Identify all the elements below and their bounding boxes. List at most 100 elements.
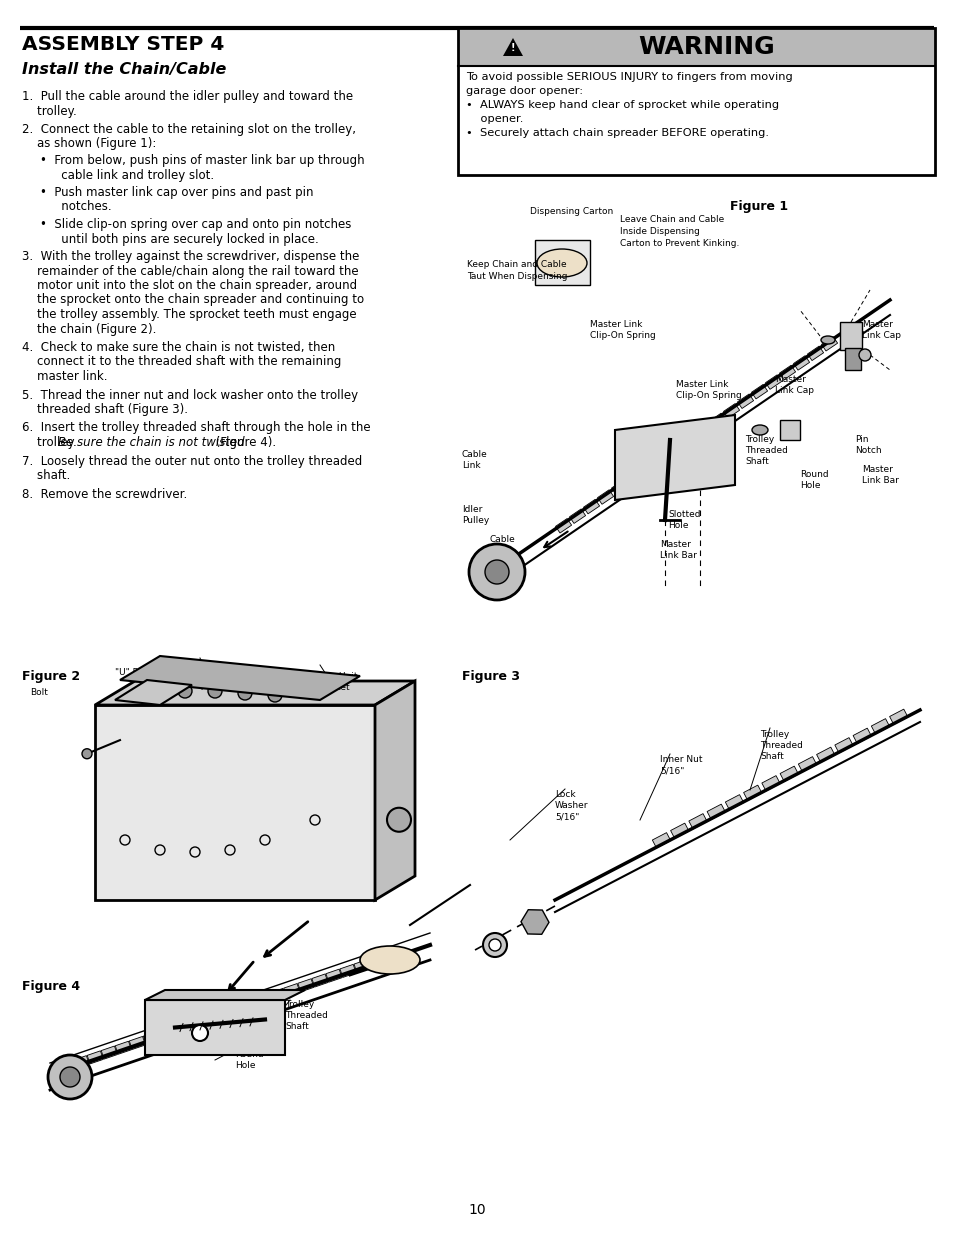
- Circle shape: [237, 685, 252, 700]
- Text: 4.  Check to make sure the chain is not twisted, then: 4. Check to make sure the chain is not t…: [22, 341, 335, 354]
- Bar: [780, 420, 800, 440]
- Text: Master
Link Cap: Master Link Cap: [862, 320, 900, 340]
- Bar: [283, 983, 299, 997]
- Bar: [888, 709, 907, 725]
- Text: Master Link
Clip-On Spring: Master Link Clip-On Spring: [589, 320, 655, 340]
- Bar: [780, 766, 798, 782]
- Circle shape: [48, 1055, 91, 1099]
- Text: •  From below, push pins of master link bar up through: • From below, push pins of master link b…: [40, 154, 364, 167]
- Text: Motor Unit
Sprocket: Motor Unit Sprocket: [310, 672, 357, 692]
- Bar: [840, 322, 862, 350]
- Ellipse shape: [821, 336, 834, 345]
- Text: Figure 2: Figure 2: [22, 671, 80, 683]
- Text: trolley.: trolley.: [22, 436, 80, 450]
- Bar: [172, 1023, 188, 1035]
- Bar: [611, 480, 627, 495]
- Bar: [742, 785, 761, 800]
- Text: 7.  Loosely thread the outer nut onto the trolley threaded: 7. Loosely thread the outer nut onto the…: [22, 454, 362, 468]
- Bar: [535, 240, 589, 285]
- Bar: [130, 1036, 145, 1050]
- Bar: [115, 1041, 132, 1055]
- Bar: [312, 974, 328, 987]
- Circle shape: [178, 684, 192, 698]
- Bar: [709, 414, 725, 427]
- Circle shape: [268, 688, 282, 701]
- Bar: [706, 804, 724, 820]
- Text: until both pins are securely locked in place.: until both pins are securely locked in p…: [50, 232, 318, 246]
- Circle shape: [484, 559, 509, 584]
- Text: cable link and trolley slot.: cable link and trolley slot.: [50, 168, 213, 182]
- Text: Round
Hole: Round Hole: [234, 1050, 263, 1070]
- Text: Trolley
Threaded
Shaft: Trolley Threaded Shaft: [285, 1000, 328, 1031]
- Text: notches.: notches.: [50, 200, 112, 214]
- Text: Cable: Cable: [490, 535, 516, 543]
- Polygon shape: [502, 38, 522, 56]
- Bar: [870, 719, 889, 734]
- Bar: [695, 422, 711, 437]
- Bar: [737, 394, 753, 409]
- Circle shape: [192, 1025, 208, 1041]
- Bar: [270, 988, 286, 1002]
- Bar: [555, 519, 571, 534]
- Polygon shape: [120, 656, 359, 700]
- Bar: [761, 776, 780, 790]
- Bar: [583, 499, 599, 514]
- Text: "U" Bracket: "U" Bracket: [115, 668, 167, 677]
- Circle shape: [60, 1067, 80, 1087]
- Bar: [87, 1051, 103, 1063]
- Text: Figure 1: Figure 1: [729, 200, 787, 212]
- Text: Master
Link Bar: Master Link Bar: [862, 466, 898, 485]
- Bar: [228, 1003, 244, 1016]
- Bar: [834, 737, 852, 753]
- Text: Master
Link Bar: Master Link Bar: [659, 540, 696, 561]
- Text: 3.  With the trolley against the screwdriver, dispense the: 3. With the trolley against the screwdri…: [22, 249, 359, 263]
- Text: the trolley assembly. The sprocket teeth must engage: the trolley assembly. The sprocket teeth…: [22, 308, 356, 321]
- Text: 5.  Thread the inner nut and lock washer onto the trolley: 5. Thread the inner nut and lock washer …: [22, 389, 357, 401]
- Bar: [821, 336, 837, 351]
- Text: threaded shaft (Figure 3).: threaded shaft (Figure 3).: [22, 403, 188, 416]
- Bar: [597, 490, 613, 504]
- Bar: [368, 955, 384, 968]
- Text: Trolley
Threaded
Shaft: Trolley Threaded Shaft: [760, 730, 802, 761]
- Text: Master
Link Cap: Master Link Cap: [774, 375, 813, 395]
- Bar: [297, 979, 314, 992]
- Text: •  Slide clip-on spring over cap and onto pin notches: • Slide clip-on spring over cap and onto…: [40, 219, 351, 231]
- Text: Trolley
Threaded
Shaft: Trolley Threaded Shaft: [744, 435, 787, 466]
- Circle shape: [469, 543, 524, 600]
- Bar: [625, 471, 641, 485]
- Text: Slotted
Hole: Slotted Hole: [667, 510, 700, 530]
- Circle shape: [208, 684, 222, 698]
- Text: Install the Chain/Cable: Install the Chain/Cable: [22, 62, 226, 77]
- Bar: [457, 28, 934, 175]
- Bar: [806, 346, 822, 361]
- Bar: [339, 965, 355, 977]
- Text: Cable
Link: Cable Link: [461, 450, 487, 471]
- Text: (Figure 4).: (Figure 4).: [212, 436, 275, 450]
- Text: 2.  Connect the cable to the retaining slot on the trolley,: 2. Connect the cable to the retaining sl…: [22, 124, 355, 136]
- Bar: [639, 461, 655, 475]
- Text: master link.: master link.: [22, 370, 108, 383]
- Bar: [185, 1018, 201, 1030]
- Text: the sprocket onto the chain spreader and continuing to: the sprocket onto the chain spreader and…: [22, 294, 364, 306]
- Circle shape: [148, 685, 162, 700]
- Text: ASSEMBLY STEP 4: ASSEMBLY STEP 4: [22, 35, 224, 54]
- Text: Figure 3: Figure 3: [461, 671, 519, 683]
- Bar: [73, 1056, 90, 1068]
- Text: Be sure the chain is not twisted: Be sure the chain is not twisted: [58, 436, 244, 450]
- Bar: [457, 28, 934, 65]
- Text: Idler
Pulley: Idler Pulley: [461, 505, 489, 525]
- Polygon shape: [145, 990, 305, 1000]
- Text: as shown (Figure 1):: as shown (Figure 1):: [22, 137, 156, 151]
- Bar: [722, 404, 739, 419]
- Bar: [680, 432, 697, 447]
- Circle shape: [858, 350, 870, 361]
- Bar: [779, 366, 795, 379]
- Text: connect it to the threaded shaft with the remaining: connect it to the threaded shaft with th…: [22, 356, 341, 368]
- Bar: [354, 960, 370, 973]
- Bar: [798, 757, 816, 772]
- Ellipse shape: [751, 425, 767, 435]
- Text: trolley.: trolley.: [22, 105, 76, 117]
- Bar: [852, 729, 870, 743]
- Bar: [326, 969, 342, 982]
- Bar: [241, 998, 257, 1011]
